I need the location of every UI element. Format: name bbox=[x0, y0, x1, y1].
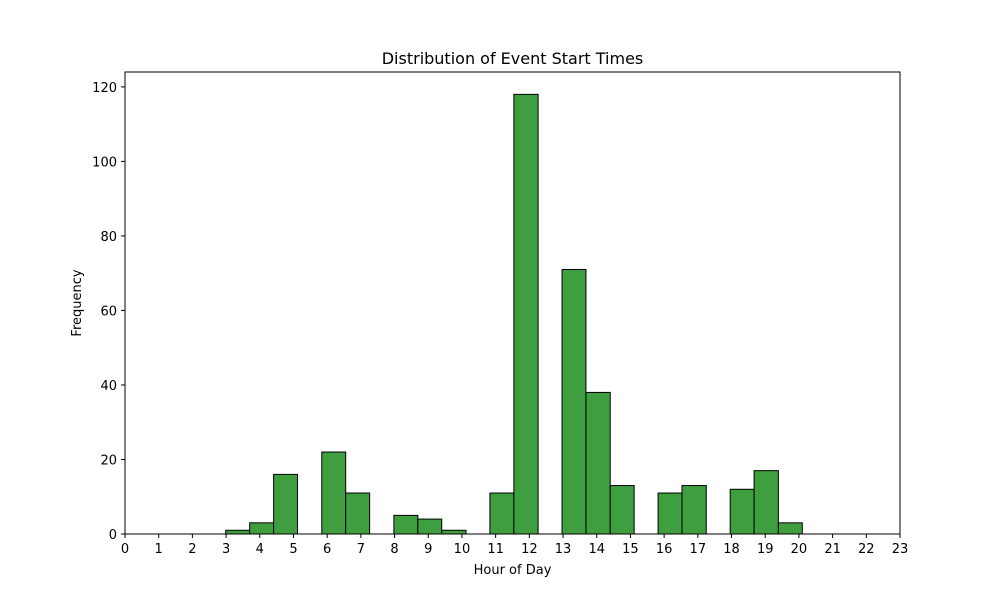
histogram-bar bbox=[417, 518, 443, 535]
x-axis-ticks: 0 1 2 3 4 5 6 7 8 9 10 11 12 13 14 15 16 17 18 19 20 21 22 23 bbox=[121, 534, 908, 557]
x-tick-label: 17 bbox=[690, 542, 707, 557]
x-tick-label: 2 bbox=[188, 542, 196, 557]
x-tick-label: 15 bbox=[622, 542, 639, 557]
histogram-bar bbox=[729, 488, 755, 535]
x-tick-label: 7 bbox=[357, 542, 365, 557]
histogram-bar bbox=[513, 93, 539, 535]
x-tick-label: 12 bbox=[521, 542, 538, 557]
histogram-bar bbox=[441, 529, 467, 535]
x-tick-label: 18 bbox=[723, 542, 740, 557]
plot-frame bbox=[124, 71, 901, 535]
x-tick-label: 6 bbox=[323, 542, 331, 557]
y-tick-label: 80 bbox=[100, 230, 117, 245]
histogram-bar bbox=[657, 492, 683, 535]
x-tick-label: 4 bbox=[256, 542, 264, 557]
x-tick-label: 19 bbox=[757, 542, 774, 557]
y-tick-label: 120 bbox=[92, 81, 117, 96]
histogram-bar bbox=[321, 451, 347, 535]
x-tick-label: 20 bbox=[791, 542, 808, 557]
x-tick-label: 8 bbox=[390, 542, 398, 557]
histogram-bar bbox=[585, 391, 611, 535]
x-tick-label: 11 bbox=[487, 542, 504, 557]
histogram-bar bbox=[345, 492, 371, 535]
x-tick-label: 21 bbox=[824, 542, 841, 557]
x-tick-label: 0 bbox=[121, 542, 129, 557]
x-tick-label: 1 bbox=[155, 542, 163, 557]
y-tick-label: 0 bbox=[109, 528, 117, 543]
x-tick-label: 5 bbox=[289, 542, 297, 557]
histogram-bar bbox=[225, 529, 251, 535]
y-tick-label: 20 bbox=[100, 453, 117, 468]
histogram-bar bbox=[681, 485, 707, 535]
histogram-bar bbox=[489, 492, 515, 535]
histogram-bar bbox=[753, 470, 779, 535]
histogram-bar bbox=[777, 522, 803, 535]
x-tick-label: 13 bbox=[555, 542, 572, 557]
x-tick-label: 3 bbox=[222, 542, 230, 557]
chart-title: Distribution of Event Start Times bbox=[382, 49, 644, 68]
x-tick-label: 9 bbox=[424, 542, 432, 557]
x-tick-label: 22 bbox=[858, 542, 875, 557]
y-tick-label: 40 bbox=[100, 379, 117, 394]
y-axis-ticks: 0 20 40 60 80 100 120 bbox=[92, 81, 125, 543]
histogram-bar bbox=[561, 268, 587, 535]
histogram-bar bbox=[273, 473, 299, 535]
y-axis-label: Frequency bbox=[70, 269, 85, 336]
histogram-bar bbox=[249, 522, 275, 535]
x-tick-label: 23 bbox=[892, 542, 909, 557]
x-axis-label: Hour of Day bbox=[474, 563, 552, 578]
bars-group bbox=[225, 93, 803, 535]
x-tick-label: 16 bbox=[656, 542, 673, 557]
y-tick-label: 60 bbox=[100, 304, 117, 319]
histogram-bar bbox=[609, 485, 635, 535]
y-tick-label: 100 bbox=[92, 155, 117, 170]
x-tick-label: 10 bbox=[454, 542, 471, 557]
x-tick-label: 14 bbox=[588, 542, 605, 557]
histogram-bar bbox=[393, 514, 419, 535]
